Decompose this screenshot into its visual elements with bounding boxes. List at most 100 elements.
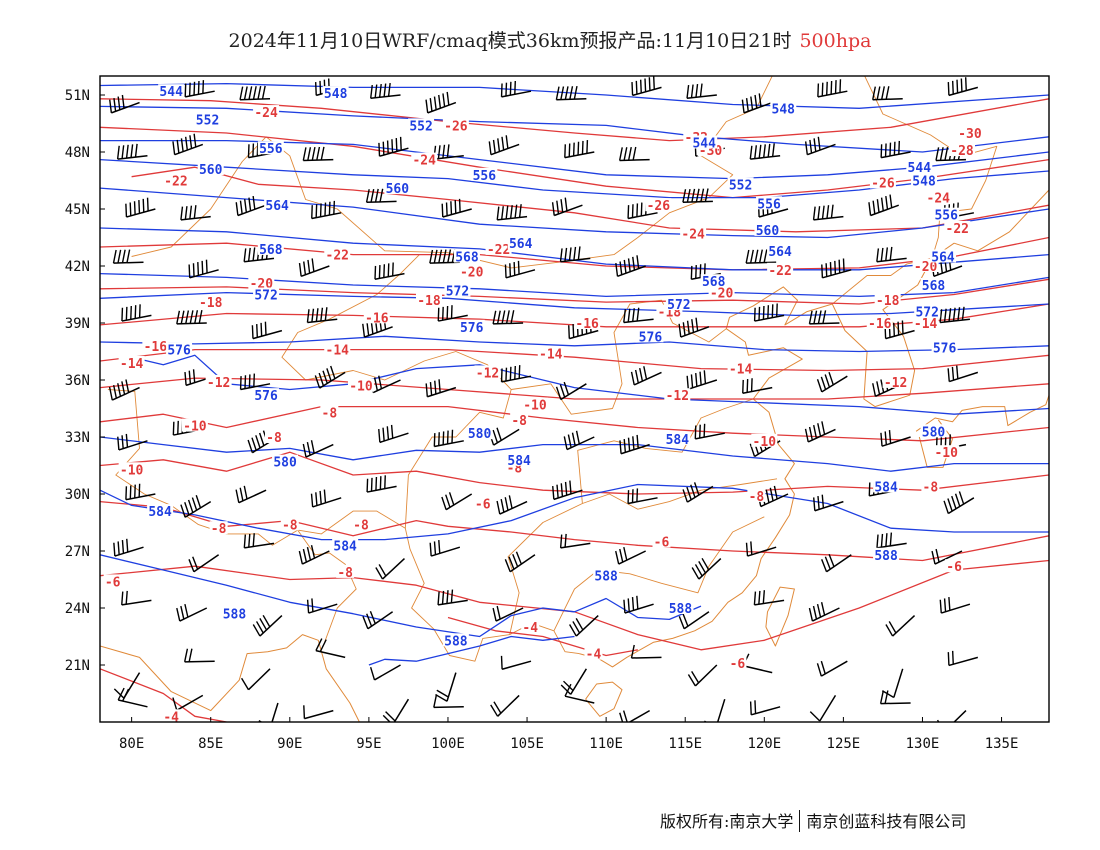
wind-barb-icon [500, 655, 532, 670]
wind-barb-icon [745, 541, 777, 557]
temperature-label-bg [363, 310, 390, 324]
temperature-label: -12 [207, 376, 230, 391]
wind-barb-icon [500, 80, 532, 98]
temperature-label: -4 [522, 621, 538, 636]
wind-barb-icon [258, 702, 279, 722]
wind-barb-icon [560, 668, 588, 695]
wind-barb-icon [931, 548, 963, 565]
wind-barb-icon [881, 668, 904, 699]
lat-tick-label: 33N [65, 430, 90, 446]
temperature-label-bg [473, 496, 492, 510]
lat-tick-label: 27N [65, 544, 90, 560]
temperature-label-bg [280, 517, 299, 531]
wind-barb-icon [433, 429, 464, 448]
height-label-bg [458, 319, 485, 333]
wind-barb-icon [183, 648, 215, 663]
temperature-label-bg [866, 316, 893, 329]
wind-barb-icon [808, 602, 840, 622]
wind-barb-icon [880, 140, 911, 159]
height-contour [100, 335, 1049, 353]
height-contour [100, 82, 1049, 109]
temperature-label: -8 [923, 480, 939, 495]
wind-barb-icon [125, 483, 156, 501]
wind-barb-icon [691, 557, 722, 580]
wind-barb-icon [492, 310, 524, 325]
height-contour [368, 635, 575, 666]
temperature-label-bg [205, 374, 232, 388]
temperature-contour [100, 559, 1049, 651]
height-contour [100, 483, 1049, 541]
temperature-label: -24 [927, 192, 951, 207]
wind-barb-icon [117, 687, 148, 708]
temperature-contour [100, 348, 1049, 372]
height-label: 556 [934, 209, 958, 224]
temperature-label: -22 [326, 249, 349, 264]
temperature-label: -6 [654, 536, 670, 551]
temperature-label: -18 [876, 294, 900, 309]
wind-barb-icon [812, 204, 844, 221]
temperature-contour [100, 377, 1049, 400]
wind-barb-icon [125, 197, 156, 218]
wind-barb-icon [947, 77, 979, 97]
height-label-bg [691, 135, 718, 149]
height-label: 564 [265, 199, 289, 214]
temperature-label-bg [874, 293, 901, 307]
wind-barb-icon [488, 427, 520, 446]
lat-tick-label: 42N [65, 259, 90, 275]
height-label-bg [194, 112, 221, 126]
wind-barb-icon [184, 80, 215, 98]
height-label-bg [930, 249, 957, 263]
wind-barb-icon [176, 603, 208, 622]
wind-barb-icon [315, 638, 346, 659]
wind-barb-icon [631, 76, 662, 97]
height-label-bg [272, 454, 299, 468]
height-label-bg [466, 426, 493, 440]
height-label: 572 [667, 298, 690, 313]
height-label: 584 [666, 433, 690, 448]
temperature-label-bg [118, 462, 145, 476]
height-label: 568 [702, 275, 726, 290]
lat-tick-label: 36N [65, 373, 90, 389]
height-label-bg [471, 167, 498, 181]
wind-barb-icon [872, 86, 903, 101]
temperature-label: -8 [282, 518, 298, 533]
temperature-label: -20 [460, 266, 484, 281]
temperature-label-bg [521, 620, 540, 633]
temperature-label-bg [956, 126, 983, 139]
wind-barb-icon [488, 135, 520, 156]
temperature-label-bg [118, 355, 145, 369]
temperature-label-bg [264, 430, 283, 443]
wind-barb-icon [109, 94, 140, 114]
temperature-label: -16 [868, 317, 892, 332]
wind-barb-icon [243, 533, 275, 549]
temperature-label: -6 [475, 498, 491, 513]
temperature-label-bg [248, 276, 275, 290]
wind-barb-icon [630, 644, 662, 659]
wind-barb-icon [310, 489, 342, 508]
height-label: 580 [468, 427, 492, 442]
temperature-label-bg [415, 293, 442, 307]
wind-barb-icon [619, 709, 651, 722]
temperature-label: -8 [353, 518, 369, 533]
wind-barb-icon [370, 82, 401, 100]
temperature-label: -22 [946, 222, 969, 237]
height-label-bg [264, 198, 291, 212]
wind-barb-icon [563, 430, 595, 451]
wind-barb-icon [306, 307, 338, 324]
temperature-label: -16 [144, 340, 168, 355]
wind-barb-icon [821, 553, 852, 573]
wind-barb-icon [749, 700, 781, 716]
wind-barb-icon [559, 533, 591, 549]
temperature-label: -10 [120, 463, 144, 478]
height-label: 544 [159, 85, 183, 100]
height-label-bg [767, 243, 794, 257]
wind-barb-icon [362, 610, 394, 630]
temperature-label: -18 [199, 296, 223, 311]
wind-barb-icon [375, 558, 405, 580]
wind-barb-icon [496, 495, 528, 515]
temperature-label-bg [933, 445, 960, 459]
height-label: 564 [931, 251, 955, 266]
temperature-label-bg [162, 173, 189, 187]
height-label: 572 [254, 289, 277, 304]
